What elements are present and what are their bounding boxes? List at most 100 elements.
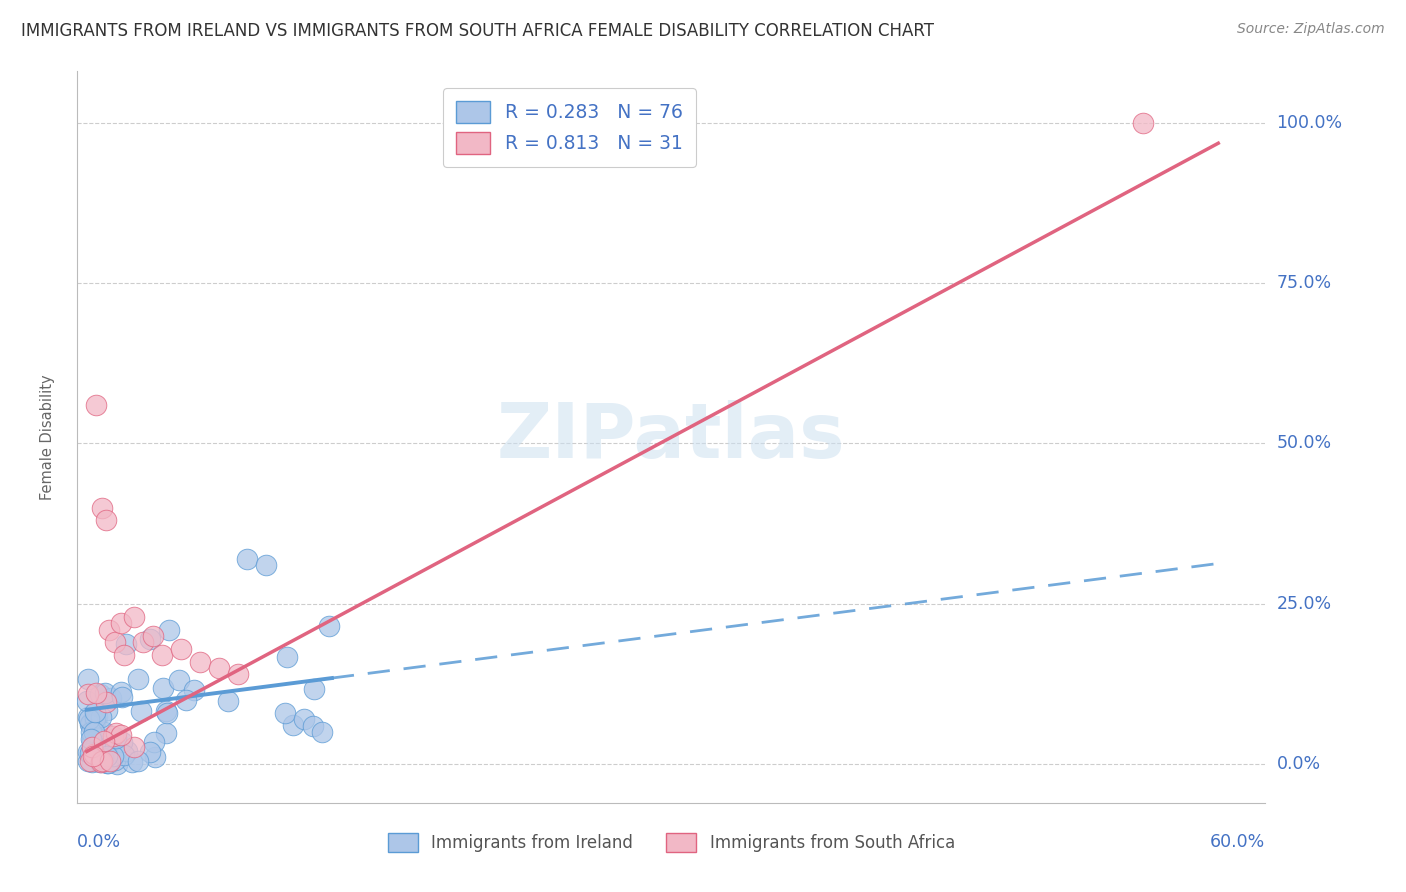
Point <box>217 694 239 708</box>
Point <box>114 648 136 663</box>
Point <box>318 619 340 633</box>
Point <box>83 747 105 762</box>
Point <box>121 755 143 769</box>
Point <box>156 706 179 720</box>
Point <box>77 687 100 701</box>
Point <box>90 710 112 724</box>
Point <box>80 724 103 739</box>
Text: 0.0%: 0.0% <box>1277 756 1320 773</box>
Point <box>129 704 152 718</box>
Point <box>155 705 177 719</box>
Point <box>115 744 138 758</box>
Text: 50.0%: 50.0% <box>1277 434 1331 452</box>
Text: IMMIGRANTS FROM IRELAND VS IMMIGRANTS FROM SOUTH AFRICA FEMALE DISABILITY CORREL: IMMIGRANTS FROM IRELAND VS IMMIGRANTS FR… <box>21 22 934 40</box>
Point <box>77 712 100 726</box>
Point <box>170 641 193 656</box>
Point <box>97 753 120 767</box>
Text: 25.0%: 25.0% <box>1277 595 1331 613</box>
Point <box>139 632 162 647</box>
Point <box>104 753 127 767</box>
Point <box>105 726 128 740</box>
Point <box>98 623 121 637</box>
Point <box>84 705 107 719</box>
Point <box>80 739 103 754</box>
Point <box>79 747 101 761</box>
Point <box>292 712 315 726</box>
Point <box>132 635 155 649</box>
Point <box>226 667 249 681</box>
Point <box>143 734 166 748</box>
Point <box>97 756 120 771</box>
Point <box>96 749 118 764</box>
Point <box>91 752 114 766</box>
Point <box>76 672 98 686</box>
Point <box>94 514 117 528</box>
Point <box>104 635 127 649</box>
Point <box>236 552 259 566</box>
Point <box>122 740 145 755</box>
Point <box>80 745 103 759</box>
Point <box>188 655 211 669</box>
Point <box>100 754 122 768</box>
Point <box>90 755 112 769</box>
Point <box>77 745 100 759</box>
Point <box>76 754 98 768</box>
Point <box>80 745 103 759</box>
Point <box>311 725 333 739</box>
Point <box>302 719 325 733</box>
Point <box>90 500 112 515</box>
Point <box>157 623 180 637</box>
Point <box>114 637 136 651</box>
Point <box>96 756 118 771</box>
Point <box>183 683 205 698</box>
Point <box>82 755 104 769</box>
Point <box>110 616 132 631</box>
Point <box>276 650 298 665</box>
Point <box>93 686 115 700</box>
Point <box>84 398 107 412</box>
Point <box>96 743 118 757</box>
Point <box>176 692 198 706</box>
Point <box>89 687 111 701</box>
Point <box>110 684 132 698</box>
Point <box>208 661 231 675</box>
Text: 0.0%: 0.0% <box>77 833 121 851</box>
Point <box>79 715 101 730</box>
Text: 100.0%: 100.0% <box>1277 113 1343 132</box>
Point <box>91 739 114 754</box>
Point <box>93 724 115 739</box>
Point <box>143 750 166 764</box>
Point <box>110 735 132 749</box>
Point <box>112 748 135 763</box>
Point <box>79 718 101 732</box>
Point <box>1132 116 1154 130</box>
Text: Female Disability: Female Disability <box>41 375 55 500</box>
Point <box>302 682 325 697</box>
Point <box>274 706 297 720</box>
Point <box>103 729 125 743</box>
Point <box>80 732 103 747</box>
Point <box>83 711 105 725</box>
Point <box>254 558 277 573</box>
Point <box>79 754 101 768</box>
Point <box>110 728 132 742</box>
Text: Source: ZipAtlas.com: Source: ZipAtlas.com <box>1237 22 1385 37</box>
Point <box>127 754 149 768</box>
Point <box>84 715 107 730</box>
Point <box>105 757 128 772</box>
Point <box>90 754 112 768</box>
Point <box>86 686 108 700</box>
Point <box>93 734 115 748</box>
Point <box>79 717 101 731</box>
Point <box>100 691 122 706</box>
Point <box>84 740 107 755</box>
Point <box>86 710 108 724</box>
Point <box>122 609 145 624</box>
Point <box>93 750 115 764</box>
Text: 60.0%: 60.0% <box>1211 833 1265 851</box>
Point <box>94 694 117 708</box>
Point <box>96 703 118 717</box>
Point <box>101 748 124 763</box>
Point <box>167 673 190 687</box>
Point <box>142 629 165 643</box>
